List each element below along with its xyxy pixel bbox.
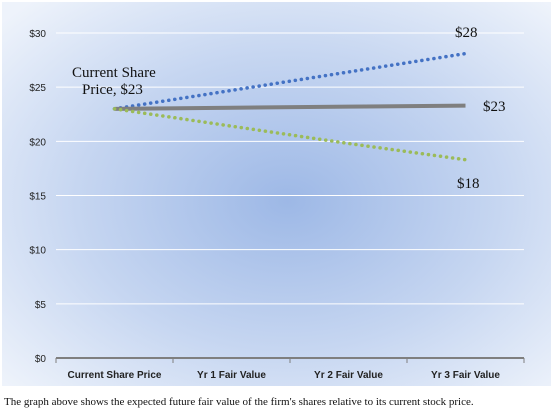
series-line-3 xyxy=(112,107,468,162)
series-line-2 xyxy=(114,103,466,111)
y-tick-label: $5 xyxy=(35,300,47,311)
annotation-current-line2: Price, $23 xyxy=(82,82,143,98)
annotation-mid: $23 xyxy=(483,99,506,115)
y-tick-label: $25 xyxy=(29,83,46,94)
y-tick-label: $0 xyxy=(35,354,47,365)
y-tick-label: $15 xyxy=(29,192,46,203)
series-lines xyxy=(112,51,468,162)
gridlines xyxy=(56,32,524,305)
chart-background xyxy=(2,2,551,386)
x-tick-label: Yr 2 Fair Value xyxy=(314,370,383,381)
caption: The graph above shows the expected futur… xyxy=(4,396,474,408)
y-tick-label: $30 xyxy=(29,29,46,40)
annotation-current-line1: Current Share xyxy=(72,65,156,81)
annotation-high: $28 xyxy=(455,25,478,41)
x-axis-tick-marks xyxy=(55,358,525,363)
x-axis-labels: Current Share Price Yr 1 Fair Value Yr 2 F… xyxy=(68,370,501,381)
x-tick-label: Current Share Price xyxy=(68,370,162,381)
x-tick-label: Yr 1 Fair Value xyxy=(197,370,266,381)
y-tick-label: $20 xyxy=(29,137,46,148)
y-tick-label: $10 xyxy=(29,246,46,257)
x-tick-label: Yr 3 Fair Value xyxy=(431,370,500,381)
series-line-1 xyxy=(112,51,468,111)
annotation-low: $18 xyxy=(457,176,480,192)
y-axis-ticks: $0 $5 $10 $15 $20 $25 $30 xyxy=(29,29,46,365)
